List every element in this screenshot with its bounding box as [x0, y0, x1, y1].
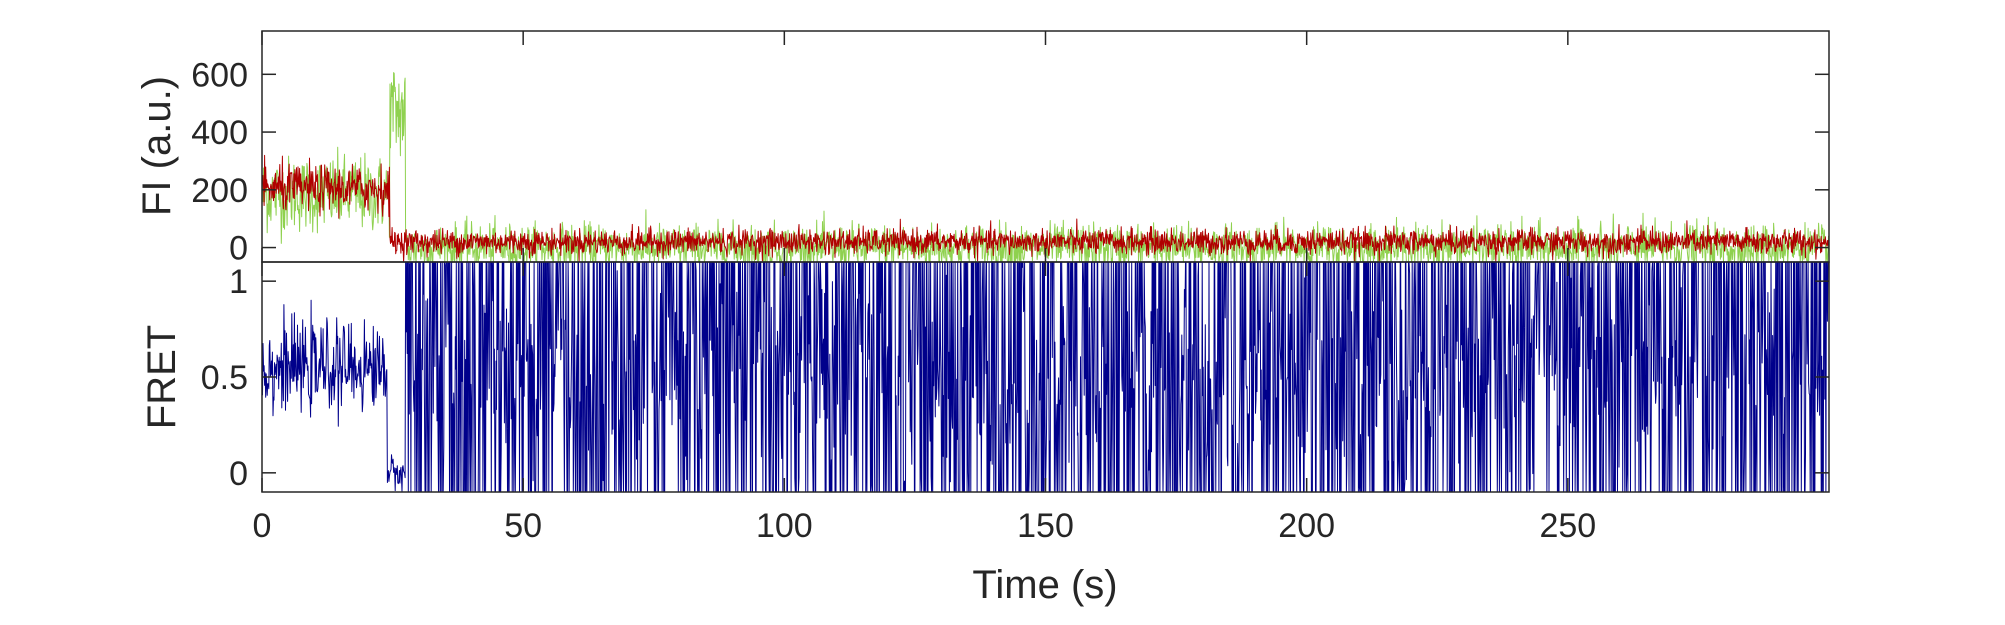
- fret-ytick-label: 1: [229, 263, 248, 301]
- fluorescence-ytick-label: 600: [191, 56, 248, 94]
- fret-ytick-label: 0: [229, 455, 248, 493]
- fret-panel: 0 0.5 1 0 50 100 150 200 250 FRET Time (s): [140, 261, 1830, 607]
- fluorescence-ytick-label: 200: [191, 172, 248, 210]
- fret-series-0-line: [261, 261, 1829, 493]
- fret-traces: [261, 261, 1829, 493]
- fluorescence-series-0-line: [261, 72, 1830, 263]
- fret-xtick-label: 0: [253, 507, 272, 545]
- time-xlabel: Time (s): [972, 563, 1117, 607]
- fluorescence-traces: [261, 72, 1830, 263]
- fluorescence-ylabel: FI (a.u.): [135, 76, 179, 216]
- fluorescence-axes-box: [261, 30, 1830, 263]
- fret-xtick-label: 50: [504, 507, 542, 545]
- fret-ticks: 0 0.5 1 0 50 100 150 200 250: [201, 262, 1829, 545]
- fret-ytick-label: 0.5: [201, 359, 248, 397]
- fluorescence-ytick-label: 400: [191, 114, 248, 152]
- fret-xtick-label: 150: [1017, 507, 1074, 545]
- fret-xtick-label: 100: [756, 507, 813, 545]
- fret-xtick-label: 200: [1278, 507, 1335, 545]
- fret-ylabel: FRET: [140, 325, 184, 429]
- fluorescence-ytick-label: 0: [229, 230, 248, 268]
- fluorescence-ticks: 0 200 400 600: [191, 31, 1829, 268]
- fret-xtick-label: 250: [1539, 507, 1596, 545]
- fluorescence-panel: 0 200 400 600 FI (a.u.): [135, 30, 1830, 268]
- fluorescence-series-1-line: [261, 154, 1830, 263]
